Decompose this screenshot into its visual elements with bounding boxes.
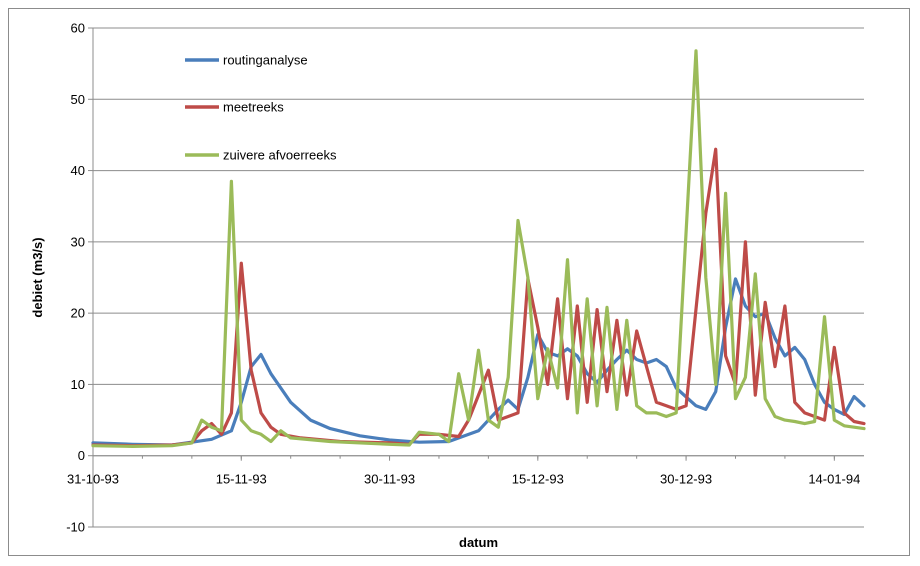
x-tick-label: 30-11-93 (364, 472, 415, 487)
series-line-meetreeks (91, 147, 866, 448)
series-lines (91, 49, 866, 448)
legend-label: zuivere afvoerreeks (223, 148, 337, 163)
legend-label: routinganalyse (223, 53, 308, 68)
x-axis-title: datum (459, 535, 498, 550)
y-tick-label: 0 (78, 448, 85, 463)
x-tick-label: 15-12-93 (512, 472, 564, 487)
x-tick-label: 14-01-94 (808, 472, 860, 487)
legend: routinganalyse meetreeks zuivere afvoerree… (185, 53, 337, 163)
series-line-routinganalyse (91, 277, 866, 447)
y-tick-label: 60 (71, 21, 85, 36)
series-line-zuivere-afvoerreeks (91, 49, 866, 448)
y-tick-label: 40 (71, 163, 85, 178)
chart-frame (8, 8, 910, 556)
x-tick-labels: 31-10-93 15-11-93 30-11-93 15-12-93 30-12-93… (67, 472, 860, 487)
x-tick-label: 15-11-93 (216, 472, 267, 487)
y-tick-label: 30 (71, 234, 85, 249)
y-tick-label: 10 (71, 377, 85, 392)
y-tick-label: 50 (71, 92, 85, 107)
x-tick-label: 30-12-93 (660, 472, 712, 487)
x-axis (92, 455, 864, 461)
x-tick-label: 31-10-93 (67, 472, 119, 487)
y-axis-title: debiet (m3/s) (30, 237, 45, 317)
y-tick-label: 20 (71, 306, 85, 321)
y-tick-labels: -10 0 10 20 30 40 50 60 (66, 21, 85, 535)
y-tick-label: -10 (66, 520, 85, 535)
legend-label: meetreeks (223, 100, 284, 115)
